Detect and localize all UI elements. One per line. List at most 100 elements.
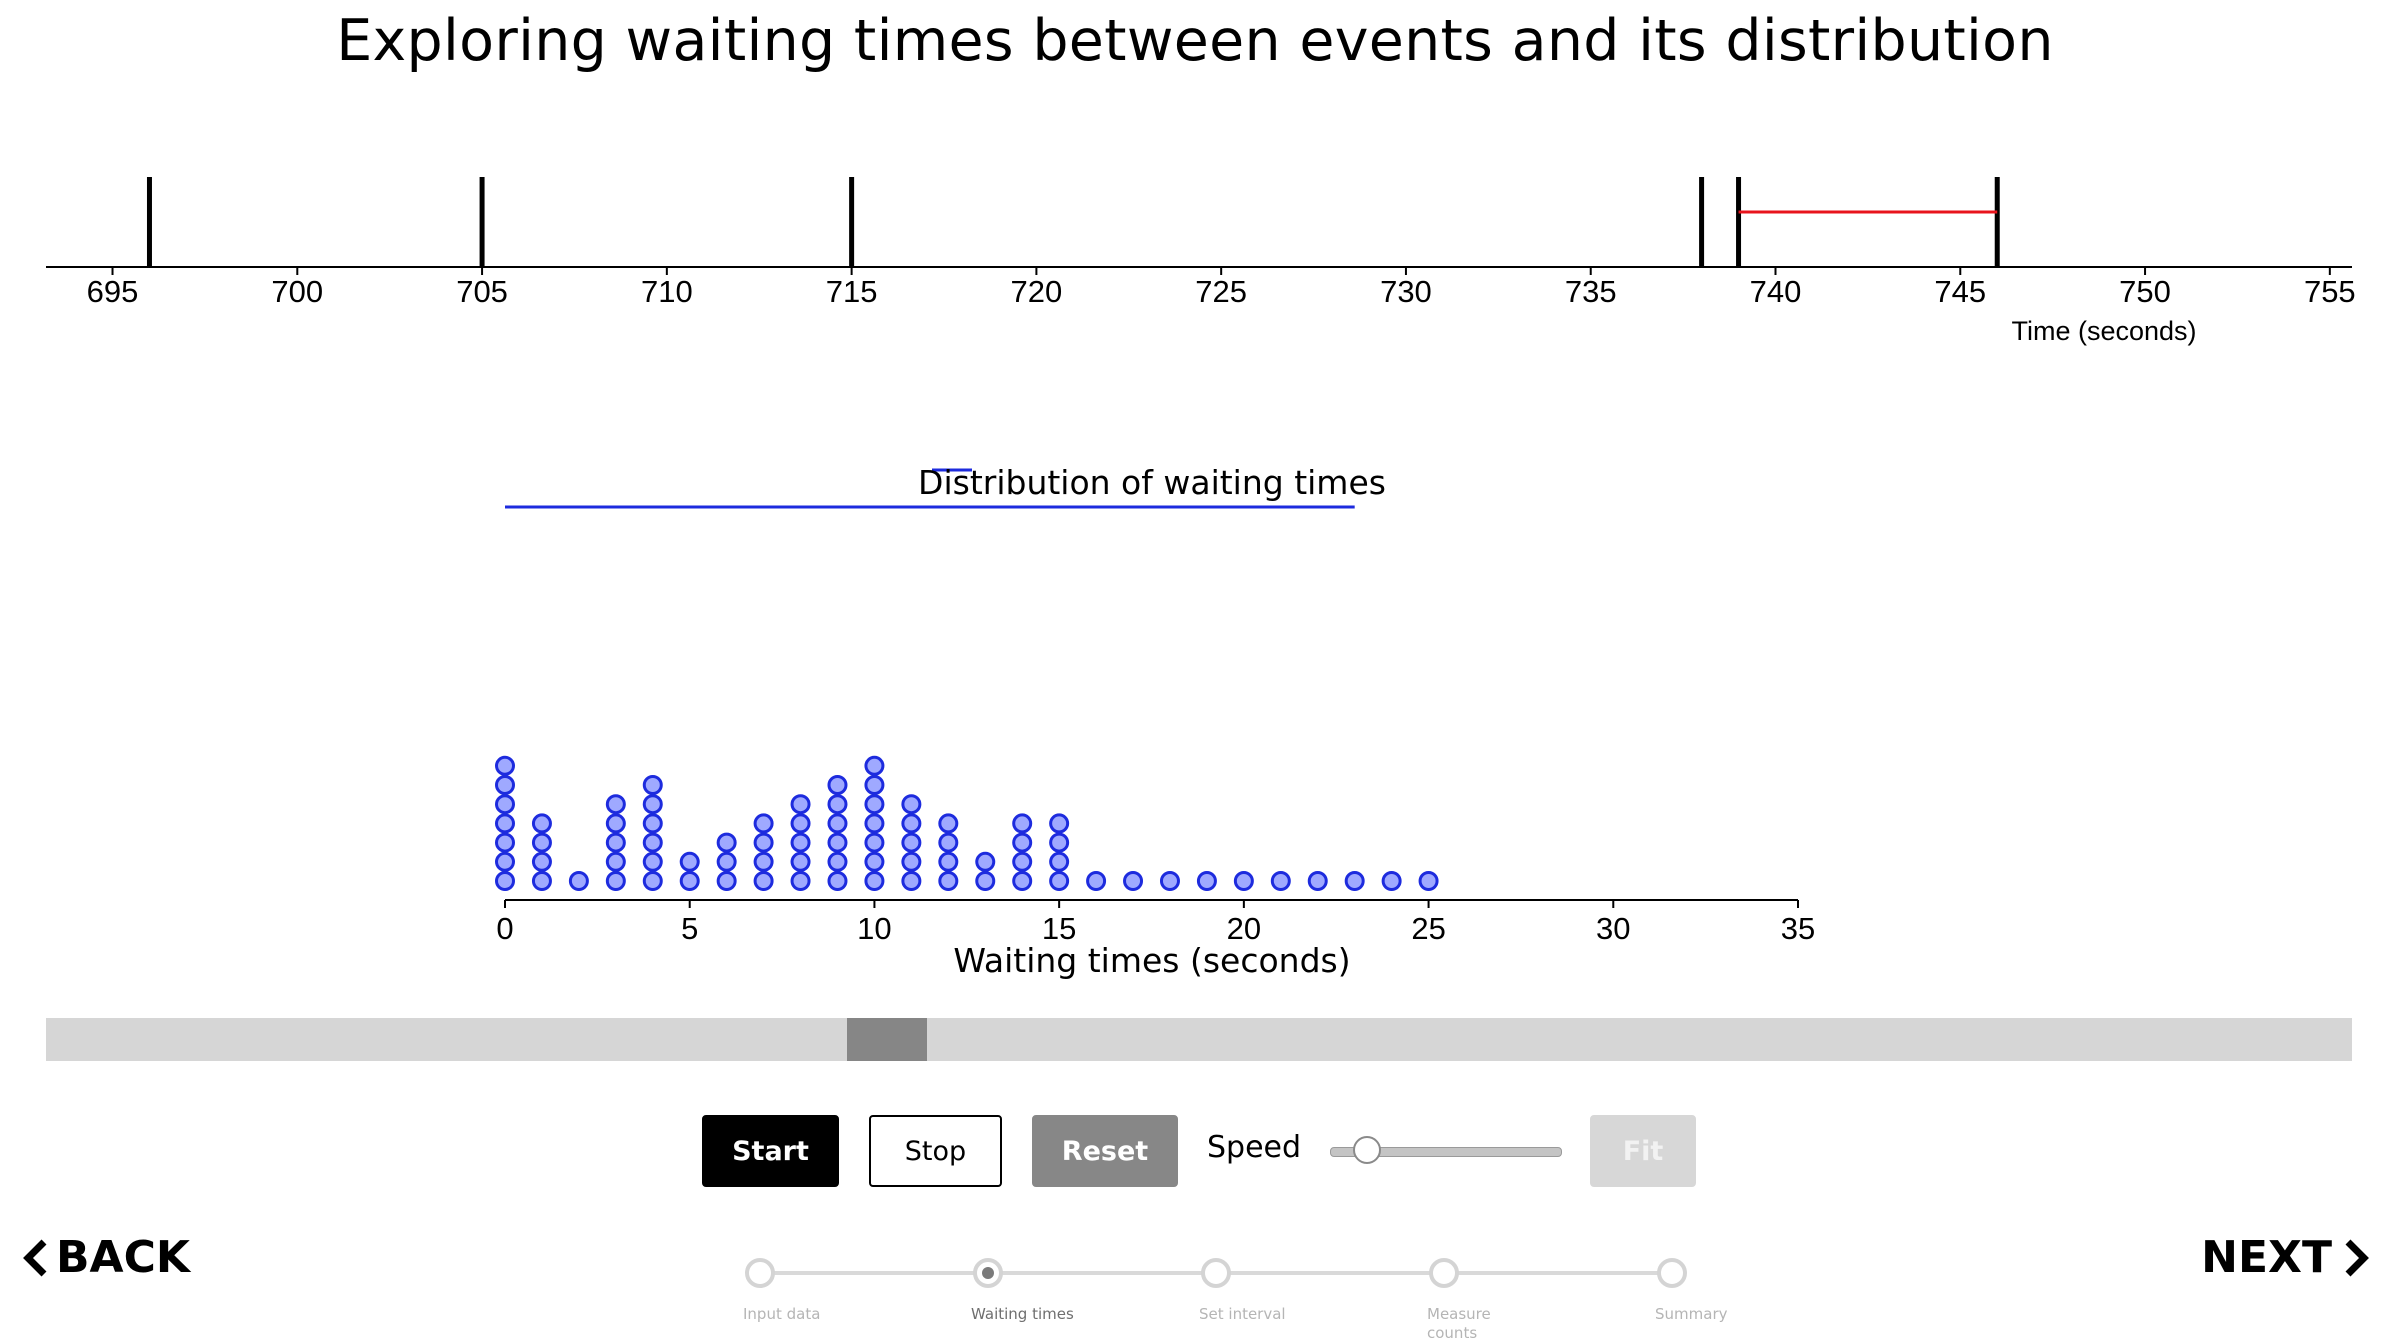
chart-xlabel: Waiting times (seconds) xyxy=(953,941,1350,980)
data-point xyxy=(864,851,885,872)
step-1-label: Input data xyxy=(743,1305,821,1323)
data-point xyxy=(531,851,552,872)
chart-x-tick-label: 15 xyxy=(1042,911,1076,946)
timeline-tick-label: 720 xyxy=(1011,274,1063,309)
reset-button[interactable]: Reset xyxy=(1032,1115,1178,1187)
data-point xyxy=(790,794,811,815)
data-point xyxy=(938,851,959,872)
timeline-tick-label: 735 xyxy=(1565,274,1617,309)
chart-x-tick-label: 35 xyxy=(1781,911,1815,946)
back-label: BACK xyxy=(56,1232,190,1283)
data-point xyxy=(753,813,774,834)
fit-button[interactable]: Fit xyxy=(1590,1115,1696,1187)
chart-x-tick-label: 0 xyxy=(496,911,513,946)
data-point xyxy=(1233,871,1254,891)
chart-x-tick-label: 20 xyxy=(1227,911,1261,946)
chart-x-tick-label: 30 xyxy=(1596,911,1630,946)
data-point xyxy=(790,871,811,891)
scrollbar-thumb[interactable] xyxy=(847,1018,927,1061)
data-point xyxy=(1012,832,1033,853)
data-point xyxy=(753,832,774,853)
data-point xyxy=(605,871,626,891)
data-point xyxy=(642,775,663,795)
data-point xyxy=(716,832,737,853)
timeline-xlabel: Time (seconds) xyxy=(2011,316,2196,346)
data-point xyxy=(864,813,885,834)
data-point xyxy=(1418,871,1439,891)
speed-slider[interactable] xyxy=(1330,1147,1562,1157)
back-button[interactable]: BACK xyxy=(22,1232,190,1283)
step-3-dot[interactable] xyxy=(1201,1258,1231,1288)
timeline-tick-label: 730 xyxy=(1380,274,1432,309)
data-point xyxy=(531,832,552,853)
data-point xyxy=(790,832,811,853)
timeline-tick-label: 695 xyxy=(87,274,139,309)
data-point xyxy=(1381,871,1402,891)
data-point xyxy=(901,851,922,872)
data-point xyxy=(1159,871,1180,891)
data-point xyxy=(568,871,589,891)
data-point xyxy=(790,813,811,834)
timeline-tick-label: 715 xyxy=(826,274,878,309)
data-point xyxy=(605,851,626,872)
data-point xyxy=(642,794,663,815)
page-title: Exploring waiting times between events a… xyxy=(336,8,2054,74)
chart-title: Distribution of waiting times xyxy=(918,463,1386,502)
timeline-tick-label: 745 xyxy=(1934,274,1986,309)
data-point xyxy=(901,871,922,891)
data-point xyxy=(642,851,663,872)
start-button[interactable]: Start xyxy=(702,1115,839,1187)
data-point xyxy=(1012,851,1033,872)
data-point xyxy=(1344,871,1365,891)
chevron-right-icon xyxy=(2345,1239,2369,1276)
step-4-dot[interactable] xyxy=(1429,1258,1459,1288)
data-point xyxy=(901,832,922,853)
data-point xyxy=(495,775,515,795)
data-point xyxy=(790,851,811,872)
step-5-label: Summary xyxy=(1655,1305,1728,1323)
chevron-left-icon xyxy=(23,1239,47,1276)
chart-x-tick-label: 10 xyxy=(857,911,891,946)
data-point xyxy=(901,813,922,834)
data-point xyxy=(901,794,922,815)
step-1-dot[interactable] xyxy=(745,1258,775,1288)
timeline-ticks: 695 700 705 710 715 720 725 730 735 740 745 750 755 xyxy=(87,267,2356,309)
stop-button[interactable]: Stop xyxy=(869,1115,1002,1187)
data-point xyxy=(495,871,515,891)
data-point xyxy=(495,851,515,872)
step-2-dot[interactable] xyxy=(973,1258,1003,1288)
next-button[interactable]: NEXT xyxy=(2201,1232,2370,1283)
data-point xyxy=(864,755,885,776)
data-point xyxy=(753,871,774,891)
timeline-events xyxy=(146,177,2000,267)
step-2-label: Waiting times xyxy=(971,1305,1074,1323)
chart-x-ticks: 0 5 10 15 20 25 30 35 xyxy=(496,900,1815,946)
timeline-tick-label: 740 xyxy=(1750,274,1802,309)
data-point xyxy=(642,871,663,891)
data-point xyxy=(605,832,626,853)
data-point xyxy=(1012,813,1033,834)
event-timeline: 695 700 705 710 715 720 725 730 735 740 745 750 755 … xyxy=(46,177,2356,346)
data-point xyxy=(716,871,737,891)
data-point xyxy=(975,871,996,891)
data-point xyxy=(1049,813,1070,834)
step-5-dot[interactable] xyxy=(1657,1258,1687,1288)
data-point xyxy=(864,794,885,815)
data-point xyxy=(642,832,663,853)
data-point xyxy=(1086,871,1107,891)
data-point xyxy=(938,832,959,853)
data-point xyxy=(753,851,774,872)
data-point xyxy=(1012,871,1033,891)
data-point xyxy=(495,755,515,776)
speed-slider-thumb[interactable] xyxy=(1353,1136,1381,1164)
data-point xyxy=(1196,871,1217,891)
timeline-tick-label: 705 xyxy=(456,274,508,309)
data-point xyxy=(679,851,700,872)
data-point xyxy=(495,813,515,834)
timeline-scrollbar[interactable] xyxy=(46,1018,2352,1061)
data-point xyxy=(1049,851,1070,872)
data-point xyxy=(975,851,996,872)
data-point xyxy=(1123,871,1144,891)
step-3-label: Set interval xyxy=(1199,1305,1286,1323)
data-point xyxy=(531,871,552,891)
